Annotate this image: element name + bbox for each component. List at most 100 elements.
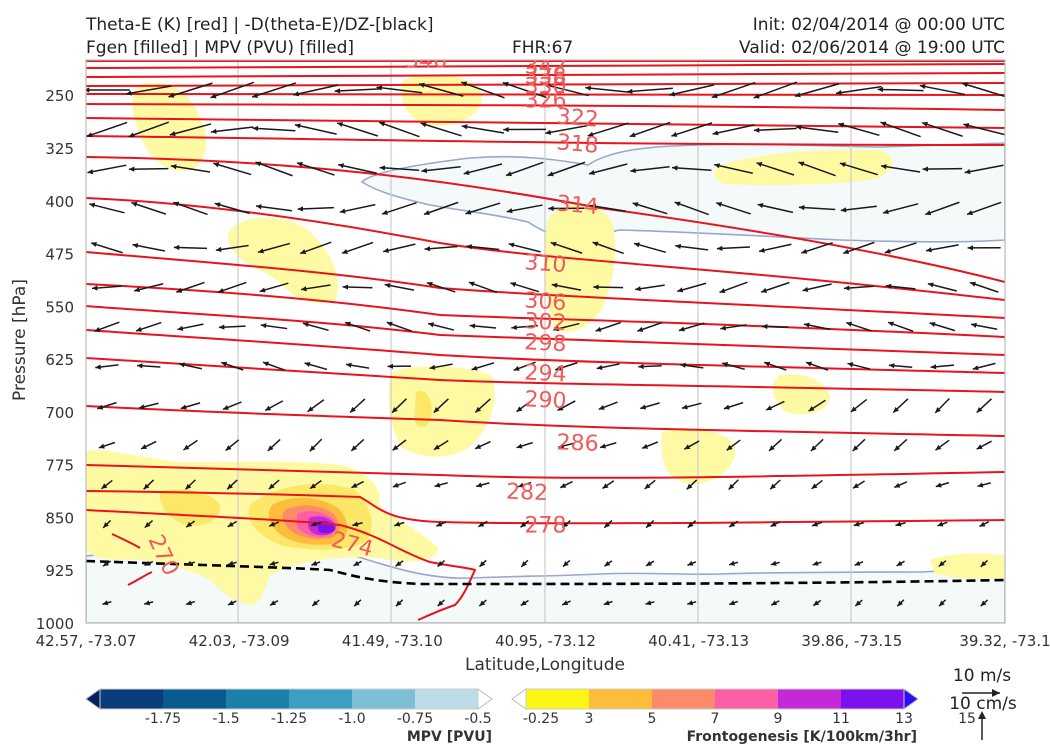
fgen-region xyxy=(401,74,482,126)
wind-arrow xyxy=(840,205,877,213)
valid-time: Valid: 02/06/2014 @ 19:00 UTC xyxy=(739,38,1005,58)
wind-arrow xyxy=(102,519,112,529)
wind-arrow xyxy=(604,560,613,567)
theta-e-label: 338 xyxy=(525,64,567,89)
wind-arrow xyxy=(683,440,700,450)
wind-arrow xyxy=(812,599,822,607)
wind-arrow xyxy=(341,241,374,254)
wind-arrow xyxy=(896,560,905,567)
wind-arrow xyxy=(723,401,744,410)
colorbar-swatch xyxy=(778,689,842,709)
wind-arrow xyxy=(102,560,112,567)
y-tick-label: 550 xyxy=(45,298,74,316)
wind-arrow xyxy=(135,321,162,332)
wind-arrow xyxy=(468,281,498,294)
wind-arrow xyxy=(95,364,119,370)
wind-arrow xyxy=(460,81,505,99)
x-tick-label: 41.49, -73.10 xyxy=(342,632,443,650)
wind-arrow xyxy=(183,439,198,451)
wind-arrow xyxy=(680,362,704,369)
init-time: Init: 02/04/2014 @ 00:00 UTC xyxy=(752,15,1005,35)
wind-arrow xyxy=(215,244,249,253)
wind-arrow xyxy=(805,361,829,371)
wind-arrow xyxy=(922,166,963,172)
wind-arrow xyxy=(925,201,960,216)
wind-arrow xyxy=(894,481,908,489)
wind-arrow xyxy=(761,323,789,330)
wind-arrow xyxy=(633,242,667,254)
wind-reference-key: 10 m/s 10 cm/s xyxy=(949,666,1017,740)
wind-arrow xyxy=(553,322,580,332)
wind-arrow xyxy=(893,438,908,452)
wind-arrow xyxy=(602,480,615,490)
chart-title-line1: Theta-E (K) [red] | -D(theta-E)/DZ-[blac… xyxy=(86,15,434,35)
colorbar-tick-label: 9 xyxy=(774,711,783,727)
wind-arrow xyxy=(921,121,963,137)
wind-arrow xyxy=(888,363,913,369)
wind-arrow xyxy=(128,121,170,138)
wind-arrow xyxy=(185,520,196,528)
wind-arrow xyxy=(309,438,323,452)
wind-arrow xyxy=(262,361,286,371)
wind-arrow xyxy=(726,439,741,451)
theta-e-label: 322 xyxy=(556,104,600,133)
wind-arrow xyxy=(437,560,446,568)
forecast-hour: FHR:67 xyxy=(512,38,574,58)
wind-arrow xyxy=(555,361,578,371)
theta-e-line xyxy=(86,490,1005,525)
wind-arrow xyxy=(919,84,966,96)
wind-arrow xyxy=(803,322,831,331)
wind-arrow xyxy=(86,121,128,138)
wind-arrow xyxy=(350,438,365,452)
colorbar-extend-right xyxy=(477,688,493,710)
wind-arrow xyxy=(293,84,339,97)
wind-arrow xyxy=(976,440,992,450)
theta-e-line xyxy=(86,357,1005,393)
theta-e-line xyxy=(86,197,1005,301)
colorbar-tick-label: -1.5 xyxy=(212,711,239,727)
wind-arrow xyxy=(795,124,839,133)
wind-arrow xyxy=(843,285,874,291)
wind-arrow xyxy=(426,281,456,293)
wind-arrow xyxy=(811,521,823,527)
theta-e-line xyxy=(86,305,1005,356)
fgen-region xyxy=(930,553,1005,579)
wind-arrow xyxy=(977,482,991,488)
theta-e-line xyxy=(127,571,153,586)
wind-arrow xyxy=(593,284,624,290)
wind-arrow xyxy=(979,521,990,528)
wind-arrow xyxy=(309,480,322,490)
wind-arrow xyxy=(345,362,370,369)
wind-arrow xyxy=(131,201,167,215)
wind-arrow xyxy=(980,559,988,568)
wind-arrow xyxy=(351,480,364,489)
wind-arrow xyxy=(434,482,448,488)
wind-arrow xyxy=(626,87,673,94)
wind-arrow xyxy=(86,87,130,93)
theta-e-line xyxy=(111,533,141,549)
wind-arrow xyxy=(753,81,798,99)
wind-arrow xyxy=(770,600,780,606)
theta-e-contour-labels: 346 3423383303263223183143103063022982942… xyxy=(143,60,600,580)
colorbar-tick-label: 11 xyxy=(832,711,850,727)
colorbar-swatch xyxy=(526,689,590,709)
wind-arrow xyxy=(753,127,797,133)
wind-arrow xyxy=(418,82,464,97)
wind-arrow xyxy=(259,282,289,293)
wind-arrow xyxy=(598,401,618,411)
wind-arrow xyxy=(935,439,950,451)
wind-arrow xyxy=(938,560,947,568)
y-tick-label: 325 xyxy=(45,140,74,158)
colorbar-tick-label: -0.25 xyxy=(523,711,559,727)
wind-arrow xyxy=(970,322,998,331)
wind-arrow xyxy=(811,479,823,490)
wind-arrow xyxy=(835,85,882,96)
wind-arrow xyxy=(769,479,781,490)
wind-arrow xyxy=(173,244,207,251)
wind-arrow xyxy=(892,398,909,414)
wind-arrow xyxy=(140,440,157,450)
wind-arrow xyxy=(420,122,462,137)
frontogenesis-colorbar: 3 5 7 9 11 13 15 xyxy=(511,688,976,727)
wind-arrow xyxy=(551,282,582,291)
colorbar-tick-label: -1.0 xyxy=(338,711,365,727)
